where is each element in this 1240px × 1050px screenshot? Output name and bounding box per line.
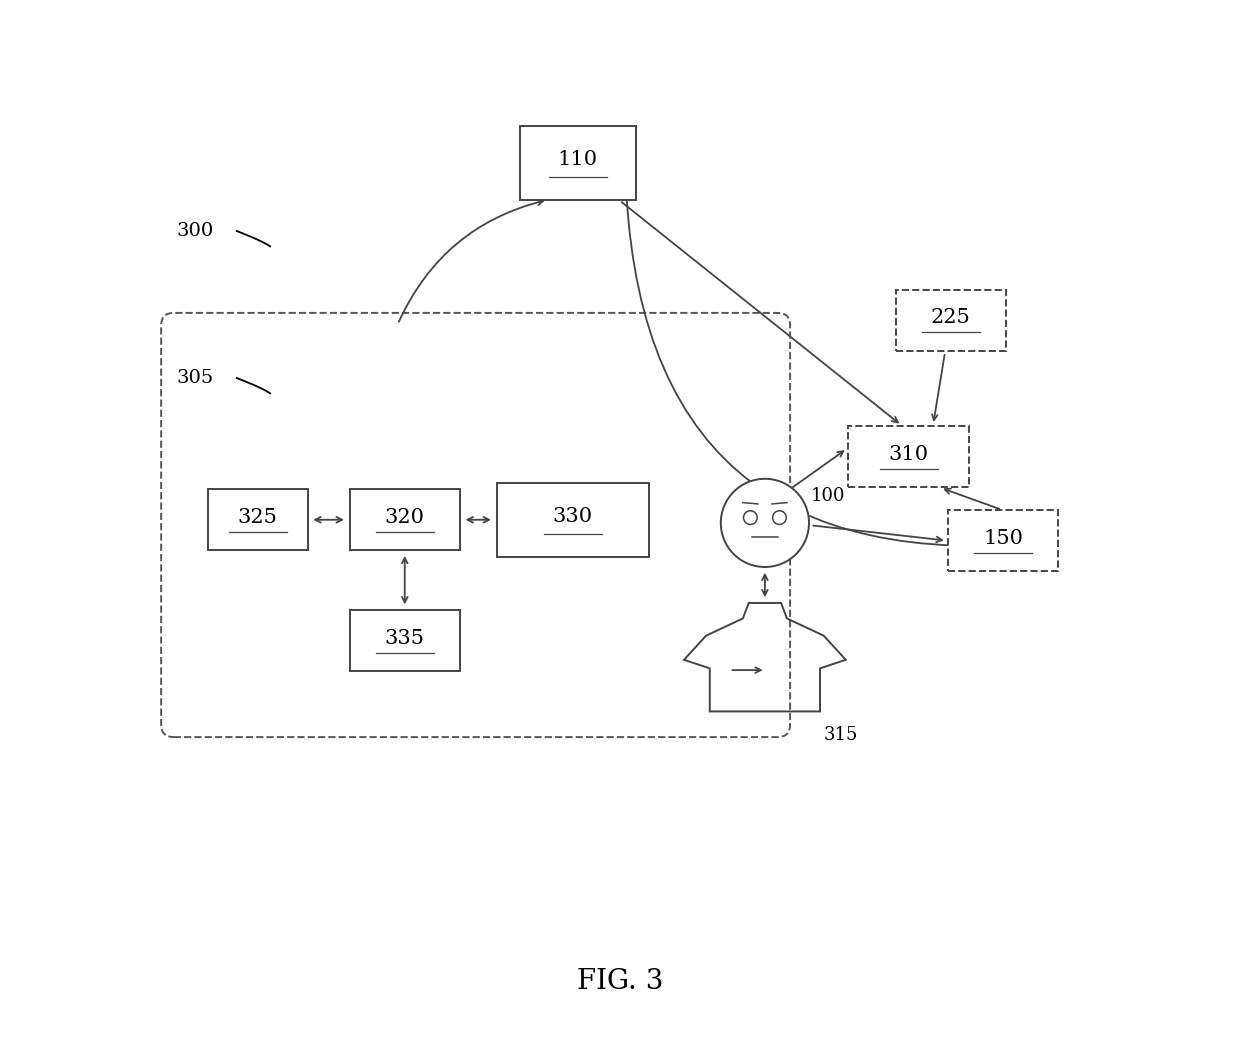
Circle shape bbox=[720, 479, 808, 567]
Text: 100: 100 bbox=[811, 487, 846, 505]
Text: 110: 110 bbox=[558, 150, 598, 169]
FancyBboxPatch shape bbox=[848, 426, 970, 487]
FancyBboxPatch shape bbox=[497, 483, 649, 556]
Text: 305: 305 bbox=[176, 369, 213, 387]
Text: 335: 335 bbox=[384, 629, 425, 648]
Text: 225: 225 bbox=[931, 309, 971, 328]
FancyBboxPatch shape bbox=[949, 510, 1059, 571]
Text: FIG. 3: FIG. 3 bbox=[577, 968, 663, 995]
Text: 330: 330 bbox=[553, 507, 593, 526]
Text: 325: 325 bbox=[238, 508, 278, 527]
FancyBboxPatch shape bbox=[521, 126, 636, 200]
Text: 310: 310 bbox=[889, 445, 929, 464]
Text: 150: 150 bbox=[983, 529, 1023, 548]
FancyBboxPatch shape bbox=[161, 313, 790, 737]
Text: 315: 315 bbox=[823, 727, 858, 744]
Text: 300: 300 bbox=[176, 222, 213, 240]
Text: 320: 320 bbox=[384, 508, 425, 527]
FancyBboxPatch shape bbox=[895, 290, 1006, 351]
FancyBboxPatch shape bbox=[350, 489, 460, 550]
FancyBboxPatch shape bbox=[350, 610, 460, 671]
FancyBboxPatch shape bbox=[208, 489, 308, 550]
